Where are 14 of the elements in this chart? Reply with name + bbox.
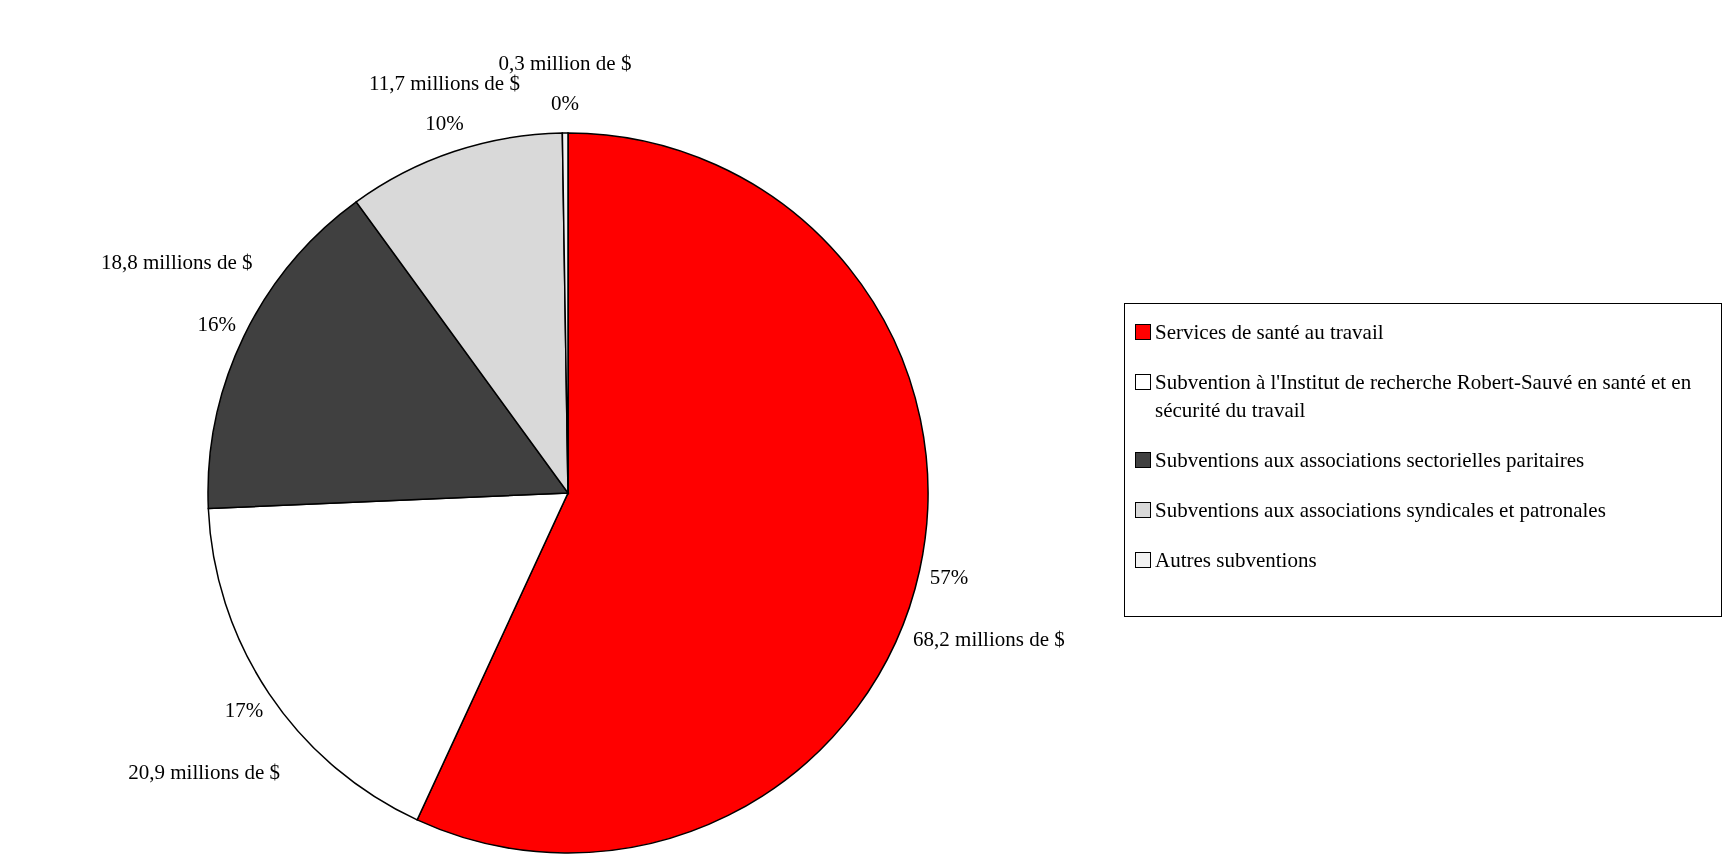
legend-label: Subventions aux associations syndicales et patronales (1155, 497, 1606, 524)
text: 16% (197, 311, 236, 336)
text: 10% (425, 111, 464, 136)
legend-label: Services de santé au travail (1155, 319, 1384, 346)
legend-label: Autres subventions (1155, 547, 1317, 574)
text: 57% (929, 564, 969, 589)
data-label: 68,2 millions de $ (913, 626, 1065, 651)
text: 0% (550, 91, 579, 116)
legend-label: Subvention à l'Institut de recherche Robert-Sauvé en santé et en sécurité du travail (1155, 369, 1693, 424)
legend-label: Subventions aux associations sectorielles paritaires (1155, 447, 1585, 474)
text: 17% (224, 698, 264, 723)
data-label: 0,3 million de $ (498, 51, 632, 76)
data-label: 20,9 millions de $ (128, 760, 280, 785)
data-label: 18,8 millions de $ (100, 249, 253, 274)
